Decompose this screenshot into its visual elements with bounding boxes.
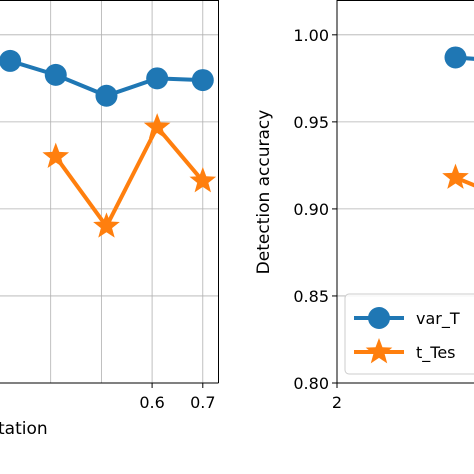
x-tick-label: 0.7	[190, 393, 215, 412]
right-y-ticks: 0.80 0.85 0.90 0.95 1.00	[293, 26, 337, 393]
data-point-var	[44, 63, 67, 86]
y-tick-label: 0.90	[293, 200, 329, 219]
x-tick-label: 0.6	[139, 393, 164, 412]
data-point-t	[143, 113, 171, 139]
left-x-axis-title: tation	[0, 419, 48, 439]
data-point-0	[444, 46, 467, 69]
y-tick-label: 0.80	[293, 374, 329, 393]
series-line-t	[54, 125, 205, 229]
y-tick-label: 0.95	[293, 113, 329, 132]
data-point-t	[42, 142, 70, 169]
data-point-var	[95, 84, 118, 107]
left-gridlines	[0, 0, 218, 384]
right-panel: 0.80 0.85 0.90 0.95 1.00 24 Detection accura…	[254, 0, 474, 412]
data-point-1	[442, 163, 469, 189]
legend: var_T t_Tes	[344, 293, 474, 375]
left-x-ticks: 0.6 0.7	[139, 383, 216, 412]
legend-marker	[365, 338, 393, 364]
legend-label: var_T	[416, 309, 460, 329]
y-tick-label: 0.85	[293, 287, 329, 306]
legend-marker	[368, 307, 390, 329]
left-panel: 0.6 0.7 tation	[0, 0, 219, 439]
right-x-ticks: 24	[332, 383, 342, 412]
x-tick-label: 2	[332, 393, 342, 412]
data-point-t	[189, 167, 217, 193]
y-tick-label: 1.00	[293, 26, 329, 45]
legend-label: t_Tes	[416, 343, 456, 363]
right-series	[442, 46, 474, 189]
data-point-t	[93, 212, 120, 238]
data-point-var	[191, 69, 214, 92]
legend-box	[344, 293, 474, 375]
left-series	[0, 49, 217, 238]
data-point-var	[0, 49, 22, 72]
data-point-var	[146, 67, 169, 90]
right-y-axis-title: Detection accuracy	[254, 110, 274, 275]
